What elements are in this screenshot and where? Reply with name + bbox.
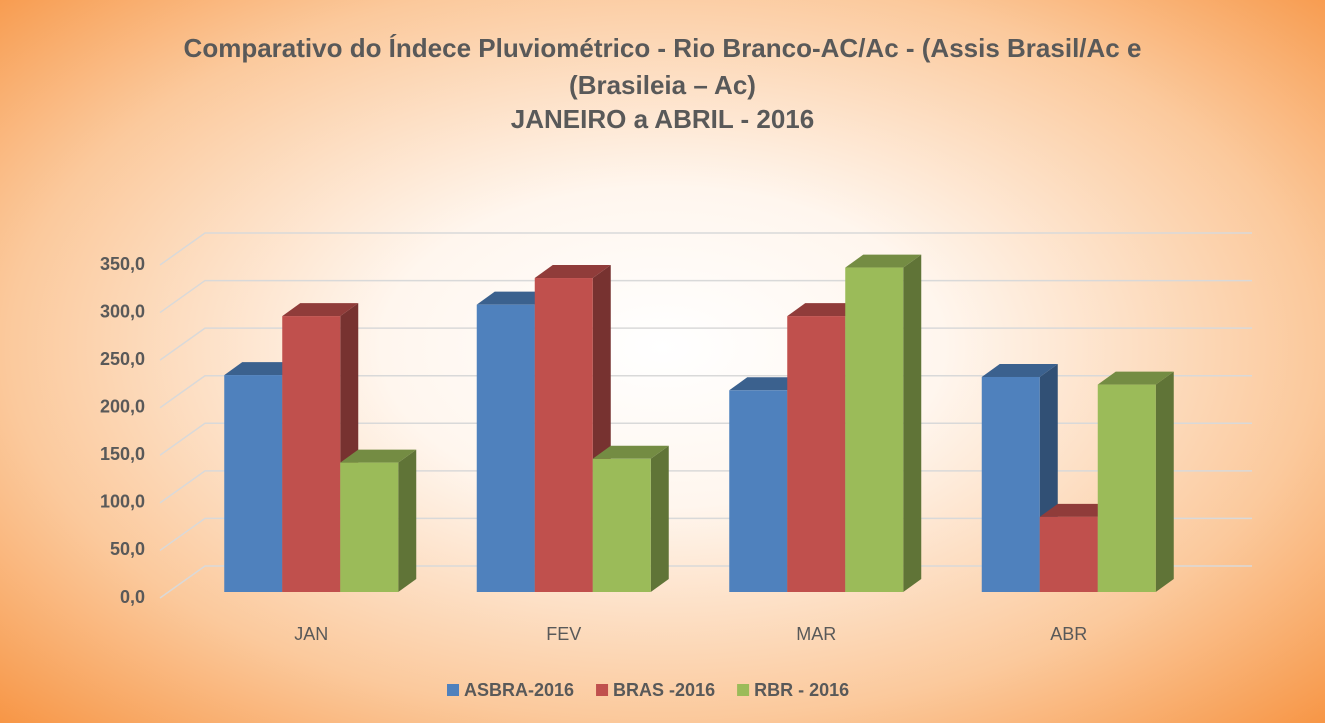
bar-front — [787, 316, 846, 592]
bar-front — [224, 375, 283, 592]
bar-front — [845, 267, 904, 592]
bar-top — [476, 291, 553, 305]
bar — [845, 254, 922, 592]
x-tick-label: JAN — [294, 624, 328, 644]
x-tick-label: FEV — [546, 624, 581, 644]
bar — [1097, 371, 1174, 592]
legend-swatch — [447, 684, 459, 696]
bar-top — [845, 254, 922, 268]
legend-label: ASBRA-2016 — [464, 680, 574, 700]
x-tick-label: MAR — [796, 624, 836, 644]
y-tick-label: 0,0 — [120, 587, 145, 607]
bar-top — [224, 362, 301, 376]
chart-title: Comparativo do Índece Pluviométrico - Ri… — [183, 33, 1142, 100]
bar-top — [787, 303, 864, 317]
bar-top — [1039, 503, 1116, 517]
bar-top — [592, 445, 669, 459]
y-tick-label: 150,0 — [100, 444, 145, 464]
bar — [340, 449, 417, 592]
legend-swatch — [737, 684, 750, 696]
bar — [592, 445, 669, 592]
bar-top — [729, 377, 806, 391]
bar-front — [592, 458, 651, 592]
bar-side — [903, 254, 922, 592]
bar-side — [650, 445, 669, 592]
legend-label: RBR - 2016 — [754, 680, 849, 700]
y-tick-label: 300,0 — [100, 301, 145, 321]
bar-front — [1039, 516, 1098, 592]
bar-side — [398, 449, 417, 592]
y-tick-label: 100,0 — [100, 492, 145, 512]
x-tick-label: ABR — [1050, 624, 1087, 644]
grid-line — [159, 232, 1252, 266]
bar-front — [282, 316, 341, 592]
bar-front — [534, 278, 593, 592]
legend-label: BRAS -2016 — [613, 680, 715, 700]
bar-top — [340, 449, 417, 463]
bar-front — [981, 376, 1040, 592]
y-tick-label: 200,0 — [100, 396, 145, 416]
bar-top — [1097, 371, 1174, 385]
bar-front — [476, 304, 535, 592]
y-tick-label: 50,0 — [110, 539, 145, 559]
bar-front — [729, 390, 788, 592]
y-tick-label: 250,0 — [100, 349, 145, 369]
bar-front — [1097, 384, 1156, 592]
bar-top — [981, 363, 1058, 377]
bar-top — [534, 265, 611, 279]
bar-side — [1155, 371, 1174, 592]
bar — [282, 303, 359, 592]
chart-subtitle: JANEIRO a ABRIL - 2016 — [510, 104, 815, 134]
bar-top — [282, 303, 359, 317]
y-tick-label: 350,0 — [100, 254, 145, 274]
bar-front — [340, 462, 399, 592]
legend-swatch — [596, 684, 609, 696]
